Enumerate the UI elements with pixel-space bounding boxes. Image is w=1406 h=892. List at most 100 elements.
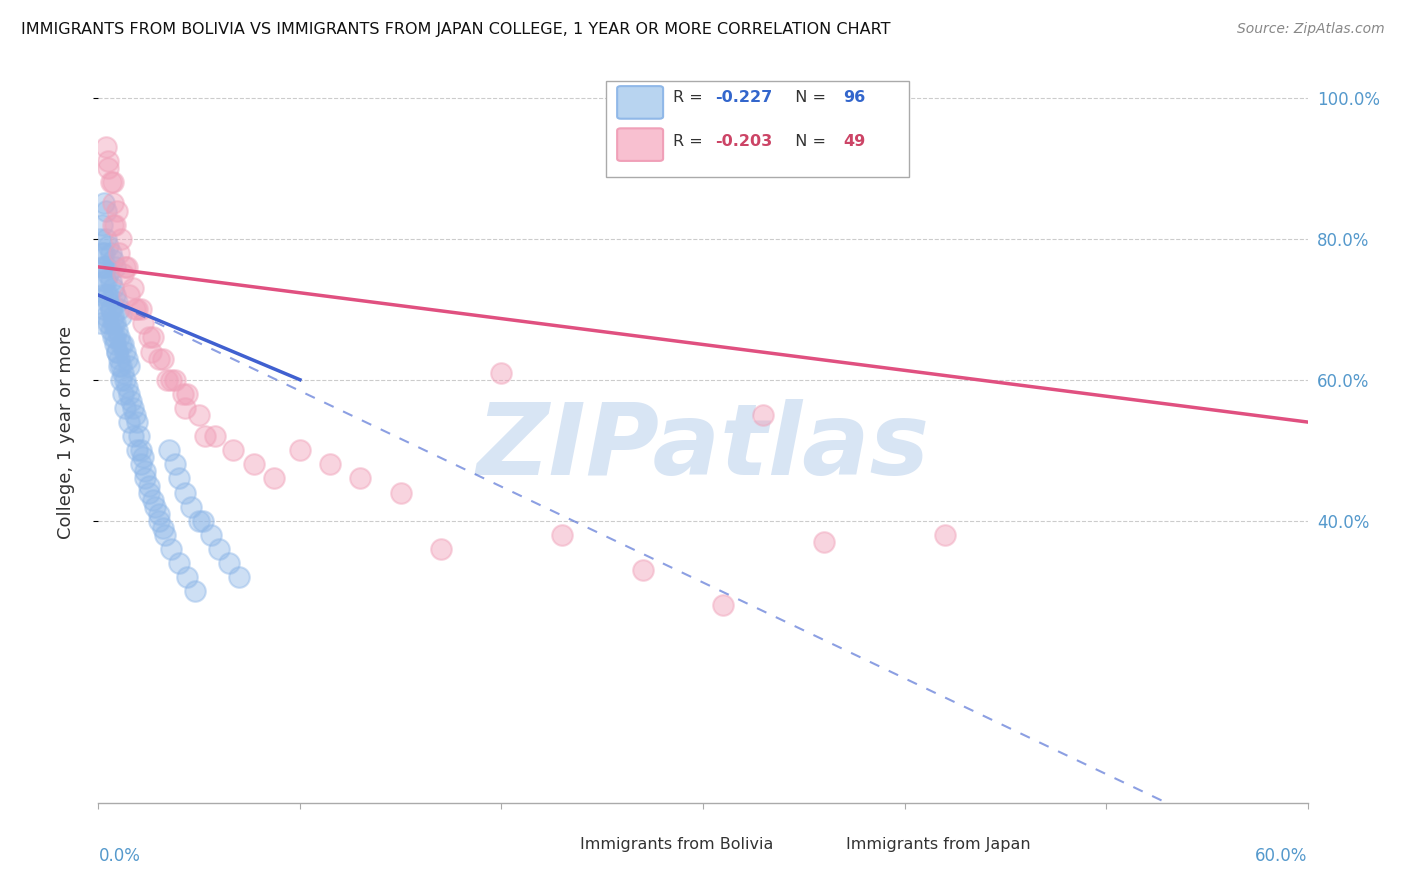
Point	[118, 415, 141, 429]
Point	[105, 295, 128, 310]
FancyBboxPatch shape	[617, 128, 664, 161]
Point	[174, 401, 197, 415]
Point	[194, 429, 217, 443]
Point	[132, 316, 155, 330]
Text: IMMIGRANTS FROM BOLIVIA VS IMMIGRANTS FROM JAPAN COLLEGE, 1 YEAR OR MORE CORRELA: IMMIGRANTS FROM BOLIVIA VS IMMIGRANTS FR…	[21, 22, 890, 37]
Point	[129, 302, 152, 317]
Point	[167, 471, 190, 485]
Text: Source: ZipAtlas.com: Source: ZipAtlas.com	[1237, 22, 1385, 37]
Text: -0.227: -0.227	[716, 90, 772, 104]
Point	[813, 535, 835, 549]
Point	[160, 373, 183, 387]
Point	[103, 260, 125, 274]
Point	[93, 245, 115, 260]
Text: 49: 49	[844, 134, 866, 149]
Point	[121, 429, 143, 443]
Point	[222, 443, 245, 458]
Point	[118, 288, 141, 302]
Point	[115, 260, 138, 274]
Point	[107, 359, 129, 373]
Point	[97, 239, 120, 253]
Point	[101, 330, 124, 344]
Point	[128, 429, 150, 443]
FancyBboxPatch shape	[796, 831, 837, 857]
Point	[711, 599, 734, 613]
FancyBboxPatch shape	[530, 831, 571, 857]
Point	[110, 232, 132, 246]
Point	[96, 203, 118, 218]
Text: R =: R =	[672, 134, 707, 149]
Text: R =: R =	[672, 90, 707, 104]
Point	[124, 302, 146, 317]
Point	[184, 584, 207, 599]
Point	[228, 570, 250, 584]
Point	[188, 408, 211, 422]
Point	[103, 288, 125, 302]
Point	[93, 274, 115, 288]
Point	[93, 260, 115, 274]
Point	[114, 260, 136, 274]
Point	[97, 267, 120, 281]
Point	[89, 316, 111, 330]
Text: N =: N =	[785, 90, 831, 104]
Point	[91, 218, 114, 232]
Point	[118, 359, 141, 373]
Point	[105, 203, 128, 218]
Point	[93, 196, 115, 211]
Point	[129, 458, 152, 472]
Point	[110, 337, 132, 351]
Point	[97, 288, 120, 302]
Point	[101, 175, 124, 189]
Point	[115, 380, 138, 394]
Point	[101, 316, 124, 330]
Point	[200, 528, 222, 542]
Point	[100, 323, 122, 337]
Point	[97, 295, 120, 310]
Point	[120, 393, 142, 408]
Point	[157, 443, 180, 458]
Point	[100, 302, 122, 317]
Point	[180, 500, 202, 514]
Point	[148, 351, 170, 366]
Point	[105, 344, 128, 359]
Point	[934, 528, 956, 542]
Point	[174, 485, 197, 500]
Point	[111, 366, 134, 380]
Point	[752, 408, 775, 422]
Y-axis label: College, 1 year or more: College, 1 year or more	[56, 326, 75, 539]
Point	[631, 563, 654, 577]
Point	[93, 302, 115, 317]
Point	[121, 281, 143, 295]
Point	[148, 507, 170, 521]
Text: Immigrants from Bolivia: Immigrants from Bolivia	[579, 837, 773, 852]
Text: N =: N =	[785, 134, 831, 149]
Point	[91, 260, 114, 274]
Point	[115, 351, 138, 366]
Point	[138, 330, 160, 344]
Point	[96, 260, 118, 274]
Point	[101, 252, 124, 267]
Point	[100, 274, 122, 288]
Point	[100, 245, 122, 260]
Point	[114, 344, 136, 359]
Point	[114, 401, 136, 415]
Point	[110, 359, 132, 373]
Text: ZIPatlas: ZIPatlas	[477, 399, 929, 496]
Point	[96, 232, 118, 246]
Point	[163, 458, 186, 472]
Point	[160, 541, 183, 556]
Point	[319, 458, 342, 472]
Point	[105, 323, 128, 337]
Point	[103, 337, 125, 351]
Point	[101, 281, 124, 295]
Point	[125, 443, 148, 458]
Point	[125, 415, 148, 429]
Point	[124, 408, 146, 422]
Text: 96: 96	[844, 90, 866, 104]
Point	[138, 485, 160, 500]
Point	[103, 330, 125, 344]
Point	[242, 458, 264, 472]
Text: 0.0%: 0.0%	[98, 847, 141, 865]
Point	[551, 528, 574, 542]
Point	[103, 218, 125, 232]
